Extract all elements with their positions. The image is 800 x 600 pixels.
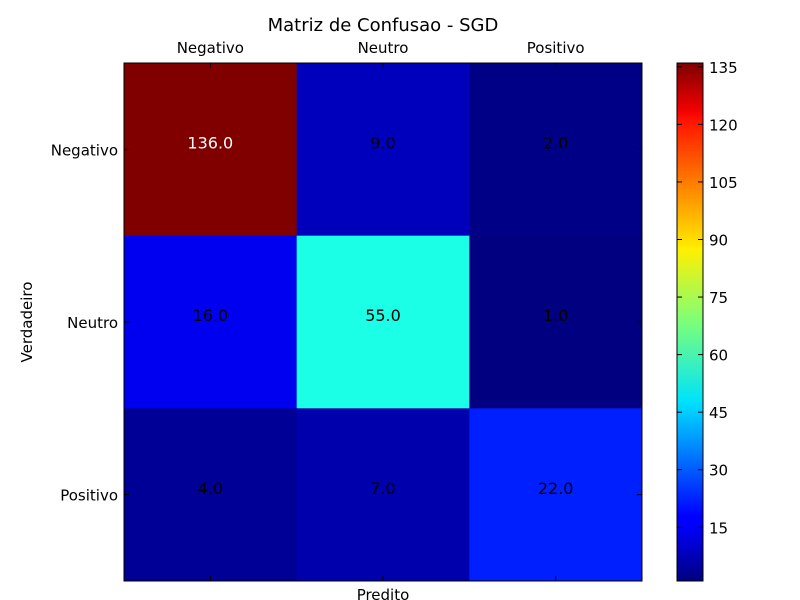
x-tick-label: Neutro: [358, 39, 409, 57]
heatmap-cells: [124, 63, 643, 582]
cell-value-label: 2.0: [543, 134, 568, 153]
heatmap-cell: [296, 63, 470, 237]
colorbar-tick-label: 60: [709, 347, 728, 365]
y-axis-ticks: Negativo Neutro Positivo: [51, 141, 642, 505]
x-axis-ticks: Negativo Neutro Positivo: [177, 39, 585, 581]
x-axis-label: Predito: [357, 586, 410, 600]
colorbar-tick-label: 105: [709, 174, 738, 192]
heatmap-cell: [124, 63, 298, 237]
cell-value-label: 136.0: [187, 134, 233, 153]
cell-value-label: 1.0: [543, 306, 568, 325]
heatmap-cell: [124, 408, 298, 582]
cell-value-label: 22.0: [538, 479, 574, 498]
y-tick-label: Positivo: [60, 487, 118, 505]
colorbar-tick-label: 30: [709, 462, 728, 480]
heatmap-cell: [469, 235, 643, 409]
cell-value-label: 7.0: [370, 479, 395, 498]
heatmap-cell: [124, 235, 298, 409]
heatmap-cell-labels: 136.0 9.0 2.0 16.0 55.0 1.0 4.0 7.0 22.0: [187, 134, 573, 498]
heatmap-cell: [469, 408, 643, 582]
colorbar-tick-label: 15: [709, 519, 728, 537]
colorbar-ticks: 15 30 45 60 75 90 105 120 135: [677, 59, 738, 537]
y-tick-label: Negativo: [51, 141, 118, 159]
heatmap-cell: [296, 408, 470, 582]
cell-value-label: 9.0: [370, 134, 395, 153]
x-tick-label: Negativo: [177, 39, 244, 57]
x-tick-label: Positivo: [527, 39, 585, 57]
heatmap-cell: [296, 235, 470, 409]
colorbar-tick-label: 45: [709, 404, 728, 422]
colorbar-gradient: [676, 62, 704, 582]
chart-title: Matriz de Confusao - SGD: [268, 15, 499, 36]
y-axis-label: Verdadeiro: [18, 282, 36, 363]
colorbar: 15 30 45 60 75 90 105 120 135: [676, 59, 738, 582]
cell-value-label: 55.0: [365, 306, 401, 325]
colorbar-tick-label: 120: [709, 116, 738, 134]
heatmap-cell: [469, 63, 643, 237]
colorbar-tick-label: 75: [709, 289, 728, 307]
cell-value-label: 16.0: [193, 306, 229, 325]
y-tick-label: Neutro: [67, 314, 118, 332]
cell-value-label: 4.0: [198, 479, 223, 498]
colorbar-tick-label: 90: [709, 232, 728, 250]
colorbar-tick-label: 135: [709, 59, 738, 77]
